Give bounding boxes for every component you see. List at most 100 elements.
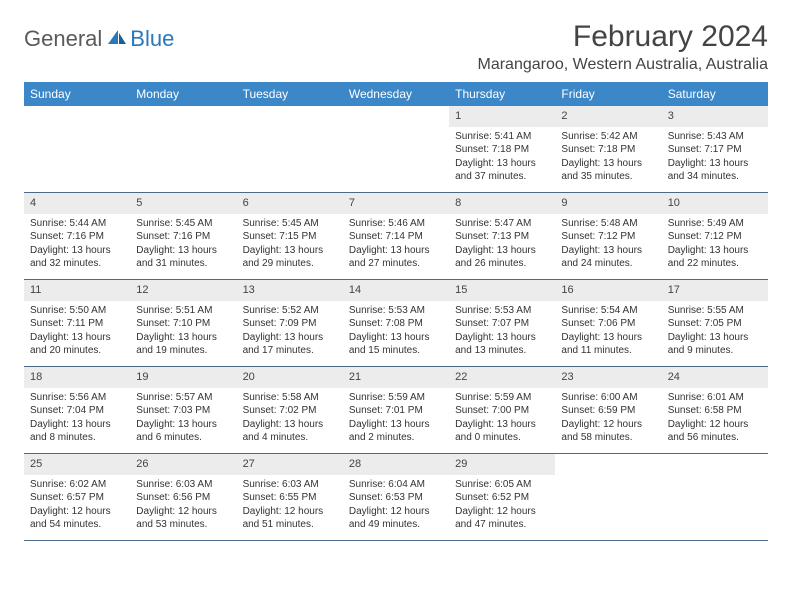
sunrise-text: Sunrise: 6:02 AM [30,478,124,492]
day-body: Sunrise: 5:58 AMSunset: 7:02 PMDaylight:… [237,388,343,451]
day-number: 4 [24,193,130,214]
weekday-header: Monday [130,82,236,106]
sunrise-text: Sunrise: 5:41 AM [455,130,549,144]
day-number: 5 [130,193,236,214]
day-cell: 24Sunrise: 6:01 AMSunset: 6:58 PMDayligh… [662,367,768,453]
day-cell: 3Sunrise: 5:43 AMSunset: 7:17 PMDaylight… [662,106,768,192]
day-cell: 25Sunrise: 6:02 AMSunset: 6:57 PMDayligh… [24,454,130,540]
day-body: Sunrise: 5:53 AMSunset: 7:07 PMDaylight:… [449,301,555,364]
daylight-text: Daylight: 12 hours and 54 minutes. [30,505,124,532]
week-row: ....1Sunrise: 5:41 AMSunset: 7:18 PMDayl… [24,106,768,193]
day-body: Sunrise: 5:52 AMSunset: 7:09 PMDaylight:… [237,301,343,364]
day-body: Sunrise: 5:45 AMSunset: 7:15 PMDaylight:… [237,214,343,277]
day-cell: . [130,106,236,192]
day-cell: 4Sunrise: 5:44 AMSunset: 7:16 PMDaylight… [24,193,130,279]
sunset-text: Sunset: 6:59 PM [561,404,655,418]
sunrise-text: Sunrise: 5:49 AM [668,217,762,231]
sunset-text: Sunset: 7:04 PM [30,404,124,418]
daylight-text: Daylight: 12 hours and 53 minutes. [136,505,230,532]
title-block: February 2024 Marangaroo, Western Austra… [477,20,768,74]
day-body: Sunrise: 5:48 AMSunset: 7:12 PMDaylight:… [555,214,661,277]
day-cell: 13Sunrise: 5:52 AMSunset: 7:09 PMDayligh… [237,280,343,366]
sunrise-text: Sunrise: 5:51 AM [136,304,230,318]
weekday-header: Friday [555,82,661,106]
sunrise-text: Sunrise: 6:01 AM [668,391,762,405]
sunrise-text: Sunrise: 5:54 AM [561,304,655,318]
sunset-text: Sunset: 7:06 PM [561,317,655,331]
day-body: Sunrise: 6:01 AMSunset: 6:58 PMDaylight:… [662,388,768,451]
day-number: 2 [555,106,661,127]
day-cell: 14Sunrise: 5:53 AMSunset: 7:08 PMDayligh… [343,280,449,366]
day-number: 27 [237,454,343,475]
day-cell: 18Sunrise: 5:56 AMSunset: 7:04 PMDayligh… [24,367,130,453]
sunset-text: Sunset: 7:01 PM [349,404,443,418]
daylight-text: Daylight: 13 hours and 20 minutes. [30,331,124,358]
sunset-text: Sunset: 7:02 PM [243,404,337,418]
day-cell: 9Sunrise: 5:48 AMSunset: 7:12 PMDaylight… [555,193,661,279]
sunrise-text: Sunrise: 5:47 AM [455,217,549,231]
daylight-text: Daylight: 12 hours and 51 minutes. [243,505,337,532]
sunset-text: Sunset: 7:12 PM [668,230,762,244]
calendar: SundayMondayTuesdayWednesdayThursdayFrid… [24,82,768,541]
sunrise-text: Sunrise: 5:52 AM [243,304,337,318]
daylight-text: Daylight: 13 hours and 29 minutes. [243,244,337,271]
day-number: 12 [130,280,236,301]
sunset-text: Sunset: 7:17 PM [668,143,762,157]
day-body: Sunrise: 6:03 AMSunset: 6:56 PMDaylight:… [130,475,236,538]
sunrise-text: Sunrise: 6:00 AM [561,391,655,405]
sunset-text: Sunset: 7:14 PM [349,230,443,244]
day-body: Sunrise: 6:00 AMSunset: 6:59 PMDaylight:… [555,388,661,451]
day-cell: 20Sunrise: 5:58 AMSunset: 7:02 PMDayligh… [237,367,343,453]
day-cell: 17Sunrise: 5:55 AMSunset: 7:05 PMDayligh… [662,280,768,366]
day-number: 9 [555,193,661,214]
page-header: General Blue February 2024 Marangaroo, W… [24,20,768,74]
sunset-text: Sunset: 7:18 PM [561,143,655,157]
daylight-text: Daylight: 13 hours and 31 minutes. [136,244,230,271]
week-row: 18Sunrise: 5:56 AMSunset: 7:04 PMDayligh… [24,367,768,454]
sunrise-text: Sunrise: 5:57 AM [136,391,230,405]
sail-icon [106,28,128,51]
daylight-text: Daylight: 13 hours and 24 minutes. [561,244,655,271]
sunset-text: Sunset: 6:52 PM [455,491,549,505]
day-cell: 29Sunrise: 6:05 AMSunset: 6:52 PMDayligh… [449,454,555,540]
day-cell: 19Sunrise: 5:57 AMSunset: 7:03 PMDayligh… [130,367,236,453]
day-cell: 8Sunrise: 5:47 AMSunset: 7:13 PMDaylight… [449,193,555,279]
sunrise-text: Sunrise: 6:03 AM [136,478,230,492]
day-cell: 27Sunrise: 6:03 AMSunset: 6:55 PMDayligh… [237,454,343,540]
sunset-text: Sunset: 7:13 PM [455,230,549,244]
sunset-text: Sunset: 6:56 PM [136,491,230,505]
sunset-text: Sunset: 6:55 PM [243,491,337,505]
day-cell: . [555,454,661,540]
day-cell: 10Sunrise: 5:49 AMSunset: 7:12 PMDayligh… [662,193,768,279]
sunrise-text: Sunrise: 5:42 AM [561,130,655,144]
day-body: Sunrise: 6:03 AMSunset: 6:55 PMDaylight:… [237,475,343,538]
day-number: 7 [343,193,449,214]
day-number: 14 [343,280,449,301]
day-cell: . [237,106,343,192]
sunrise-text: Sunrise: 5:43 AM [668,130,762,144]
day-number: 1 [449,106,555,127]
day-body: Sunrise: 5:47 AMSunset: 7:13 PMDaylight:… [449,214,555,277]
day-number: 15 [449,280,555,301]
day-body: Sunrise: 5:45 AMSunset: 7:16 PMDaylight:… [130,214,236,277]
sunrise-text: Sunrise: 5:56 AM [30,391,124,405]
day-body: Sunrise: 5:56 AMSunset: 7:04 PMDaylight:… [24,388,130,451]
day-number: 24 [662,367,768,388]
daylight-text: Daylight: 13 hours and 11 minutes. [561,331,655,358]
weekday-header-row: SundayMondayTuesdayWednesdayThursdayFrid… [24,82,768,106]
day-number: 10 [662,193,768,214]
day-number: 16 [555,280,661,301]
daylight-text: Daylight: 12 hours and 49 minutes. [349,505,443,532]
day-body: Sunrise: 5:59 AMSunset: 7:00 PMDaylight:… [449,388,555,451]
day-number: 11 [24,280,130,301]
day-cell: 6Sunrise: 5:45 AMSunset: 7:15 PMDaylight… [237,193,343,279]
sunset-text: Sunset: 7:00 PM [455,404,549,418]
sunset-text: Sunset: 7:16 PM [30,230,124,244]
daylight-text: Daylight: 13 hours and 35 minutes. [561,157,655,184]
daylight-text: Daylight: 12 hours and 56 minutes. [668,418,762,445]
sunset-text: Sunset: 7:05 PM [668,317,762,331]
sunrise-text: Sunrise: 5:59 AM [455,391,549,405]
day-body: Sunrise: 5:41 AMSunset: 7:18 PMDaylight:… [449,127,555,190]
sunrise-text: Sunrise: 5:45 AM [243,217,337,231]
day-cell: 26Sunrise: 6:03 AMSunset: 6:56 PMDayligh… [130,454,236,540]
